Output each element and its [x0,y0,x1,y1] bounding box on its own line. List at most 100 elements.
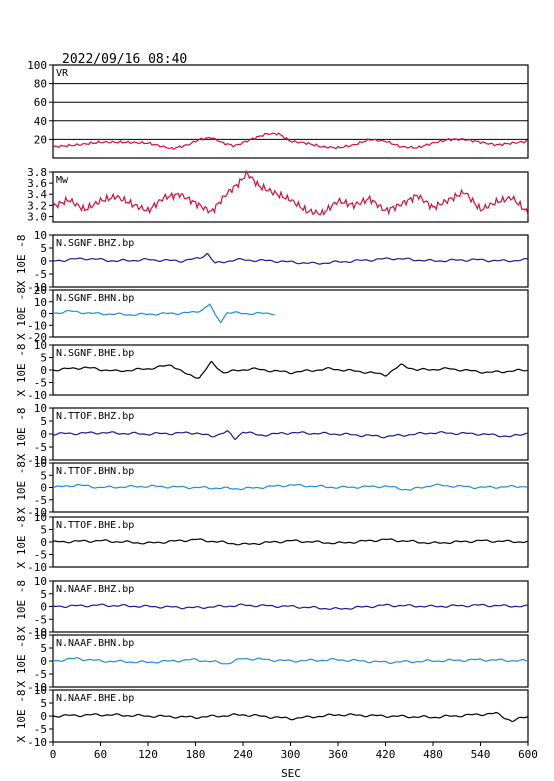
x-tick-label: 60 [94,748,107,761]
y-tick-label: -5 [34,668,47,681]
panel-label: Mw [56,175,69,186]
y-unit-label: X 10E -8 [15,690,28,743]
y-unit-label: X 10E -8 [15,408,28,461]
y-tick-label: 0 [40,655,47,668]
y-tick-label: 5 [40,697,47,710]
y-unit-label: X 10E -8 [15,635,28,688]
y-tick-label: 3.6 [27,177,47,190]
panel-mw: 3.03.23.43.63.8 Mw [27,166,529,223]
x-tick-label: 120 [138,748,158,761]
y-tick-label: 0 [40,601,47,614]
y-tick-label: 10 [34,339,47,352]
panel-label: N.SGNF.BHN.bp [56,293,134,304]
y-tick-label: 3.4 [27,188,47,201]
y-tick-label: -10 [27,389,47,402]
y-tick-label: 0 [40,710,47,723]
panel-label: VR [56,68,69,79]
y-tick-label: 0 [40,482,47,495]
series-line-trace3 [52,360,529,379]
y-tick-label: 0 [40,536,47,549]
y-tick-label: 3.2 [27,199,47,212]
x-tick-label: 540 [471,748,491,761]
y-tick-label: -5 [34,613,47,626]
y-unit-label: X 10E -8 [15,516,28,569]
y-tick-label: 0 [40,255,47,268]
y-unit-label: X 10E -8 [15,287,28,340]
series-line-trace8 [52,657,529,665]
y-tick-label: 20 [34,133,47,146]
y-unit-label: X 10E -8 [15,461,28,514]
y-tick-label: 10 [34,575,47,588]
y-tick-label: -5 [34,494,47,507]
panel-frame [52,171,529,223]
y-tick-label: -5 [34,549,47,562]
panel-label: N.NAAF.BHN.bp [56,638,134,649]
y-unit-label: X 10E -8 [15,580,28,633]
y-tick-label: 0 [40,308,47,321]
y-tick-label: -5 [34,268,47,281]
x-tick-label: 420 [376,748,396,761]
y-tick-label: 60 [34,96,47,109]
y-unit-label: X 10E -8 [15,235,28,288]
series-line-trace4 [52,430,529,441]
series-line-trace2 [53,303,275,324]
y-tick-label: 3.8 [27,166,47,179]
y-tick-label: -10 [27,736,47,749]
y-tick-label: -10 [27,681,47,694]
y-tick-label: -5 [34,441,47,454]
y-tick-label: 10 [34,629,47,642]
series-line-trace5 [52,483,529,491]
y-tick-label: 20 [34,284,47,297]
series-line-vr [52,132,529,151]
y-tick-label: -10 [27,281,47,294]
y-tick-label: 5 [40,415,47,428]
panel-label: N.TTOF.BHE.bp [56,520,134,531]
y-tick-label: 5 [40,242,47,255]
y-tick-label: 5 [40,642,47,655]
y-tick-label: 0 [40,364,47,377]
y-tick-label: 5 [40,469,47,482]
panel-vr: 20 40 60 80 100 VR [27,59,529,159]
panel-label: N.NAAF.BHZ.bp [56,584,134,595]
x-tick-label: 600 [518,748,538,761]
y-tick-label: 3.0 [27,210,47,223]
y-tick-label: -5 [34,377,47,390]
x-tick-label: 180 [186,748,206,761]
y-tick-label: 80 [34,78,47,91]
x-tick-label: 0 [50,748,57,761]
y-tick-label: 10 [34,457,47,470]
y-tick-label: 10 [34,296,47,309]
y-tick-label: -10 [27,319,47,332]
x-tick-label: 240 [233,748,253,761]
series-line-trace7 [52,603,529,610]
y-tick-label: 10 [34,511,47,524]
x-axis-label: SEC [281,767,301,780]
y-tick-label: 0 [40,428,47,441]
y-tick-label: -10 [27,454,47,467]
y-tick-label: 5 [40,352,47,365]
series-line-trace9 [52,711,529,723]
y-tick-label: 5 [40,524,47,537]
series-line-trace6 [52,538,529,546]
y-tick-label: -5 [34,723,47,736]
panel-label: N.TTOF.BHN.bp [56,466,134,477]
y-tick-label: -10 [27,626,47,639]
panel-label: N.NAAF.BHE.bp [56,693,134,704]
y-tick-label: -20 [27,331,47,344]
y-tick-label: -10 [27,561,47,574]
y-tick-label: -10 [27,506,47,519]
series-line-mw [52,169,529,216]
panel-label: N.SGNF.BHZ.bp [56,238,134,249]
panel-label: N.SGNF.BHE.bp [56,348,134,359]
panels-group: 20406080100VR3.03.23.43.63.8Mw-10-50510N… [15,59,529,749]
